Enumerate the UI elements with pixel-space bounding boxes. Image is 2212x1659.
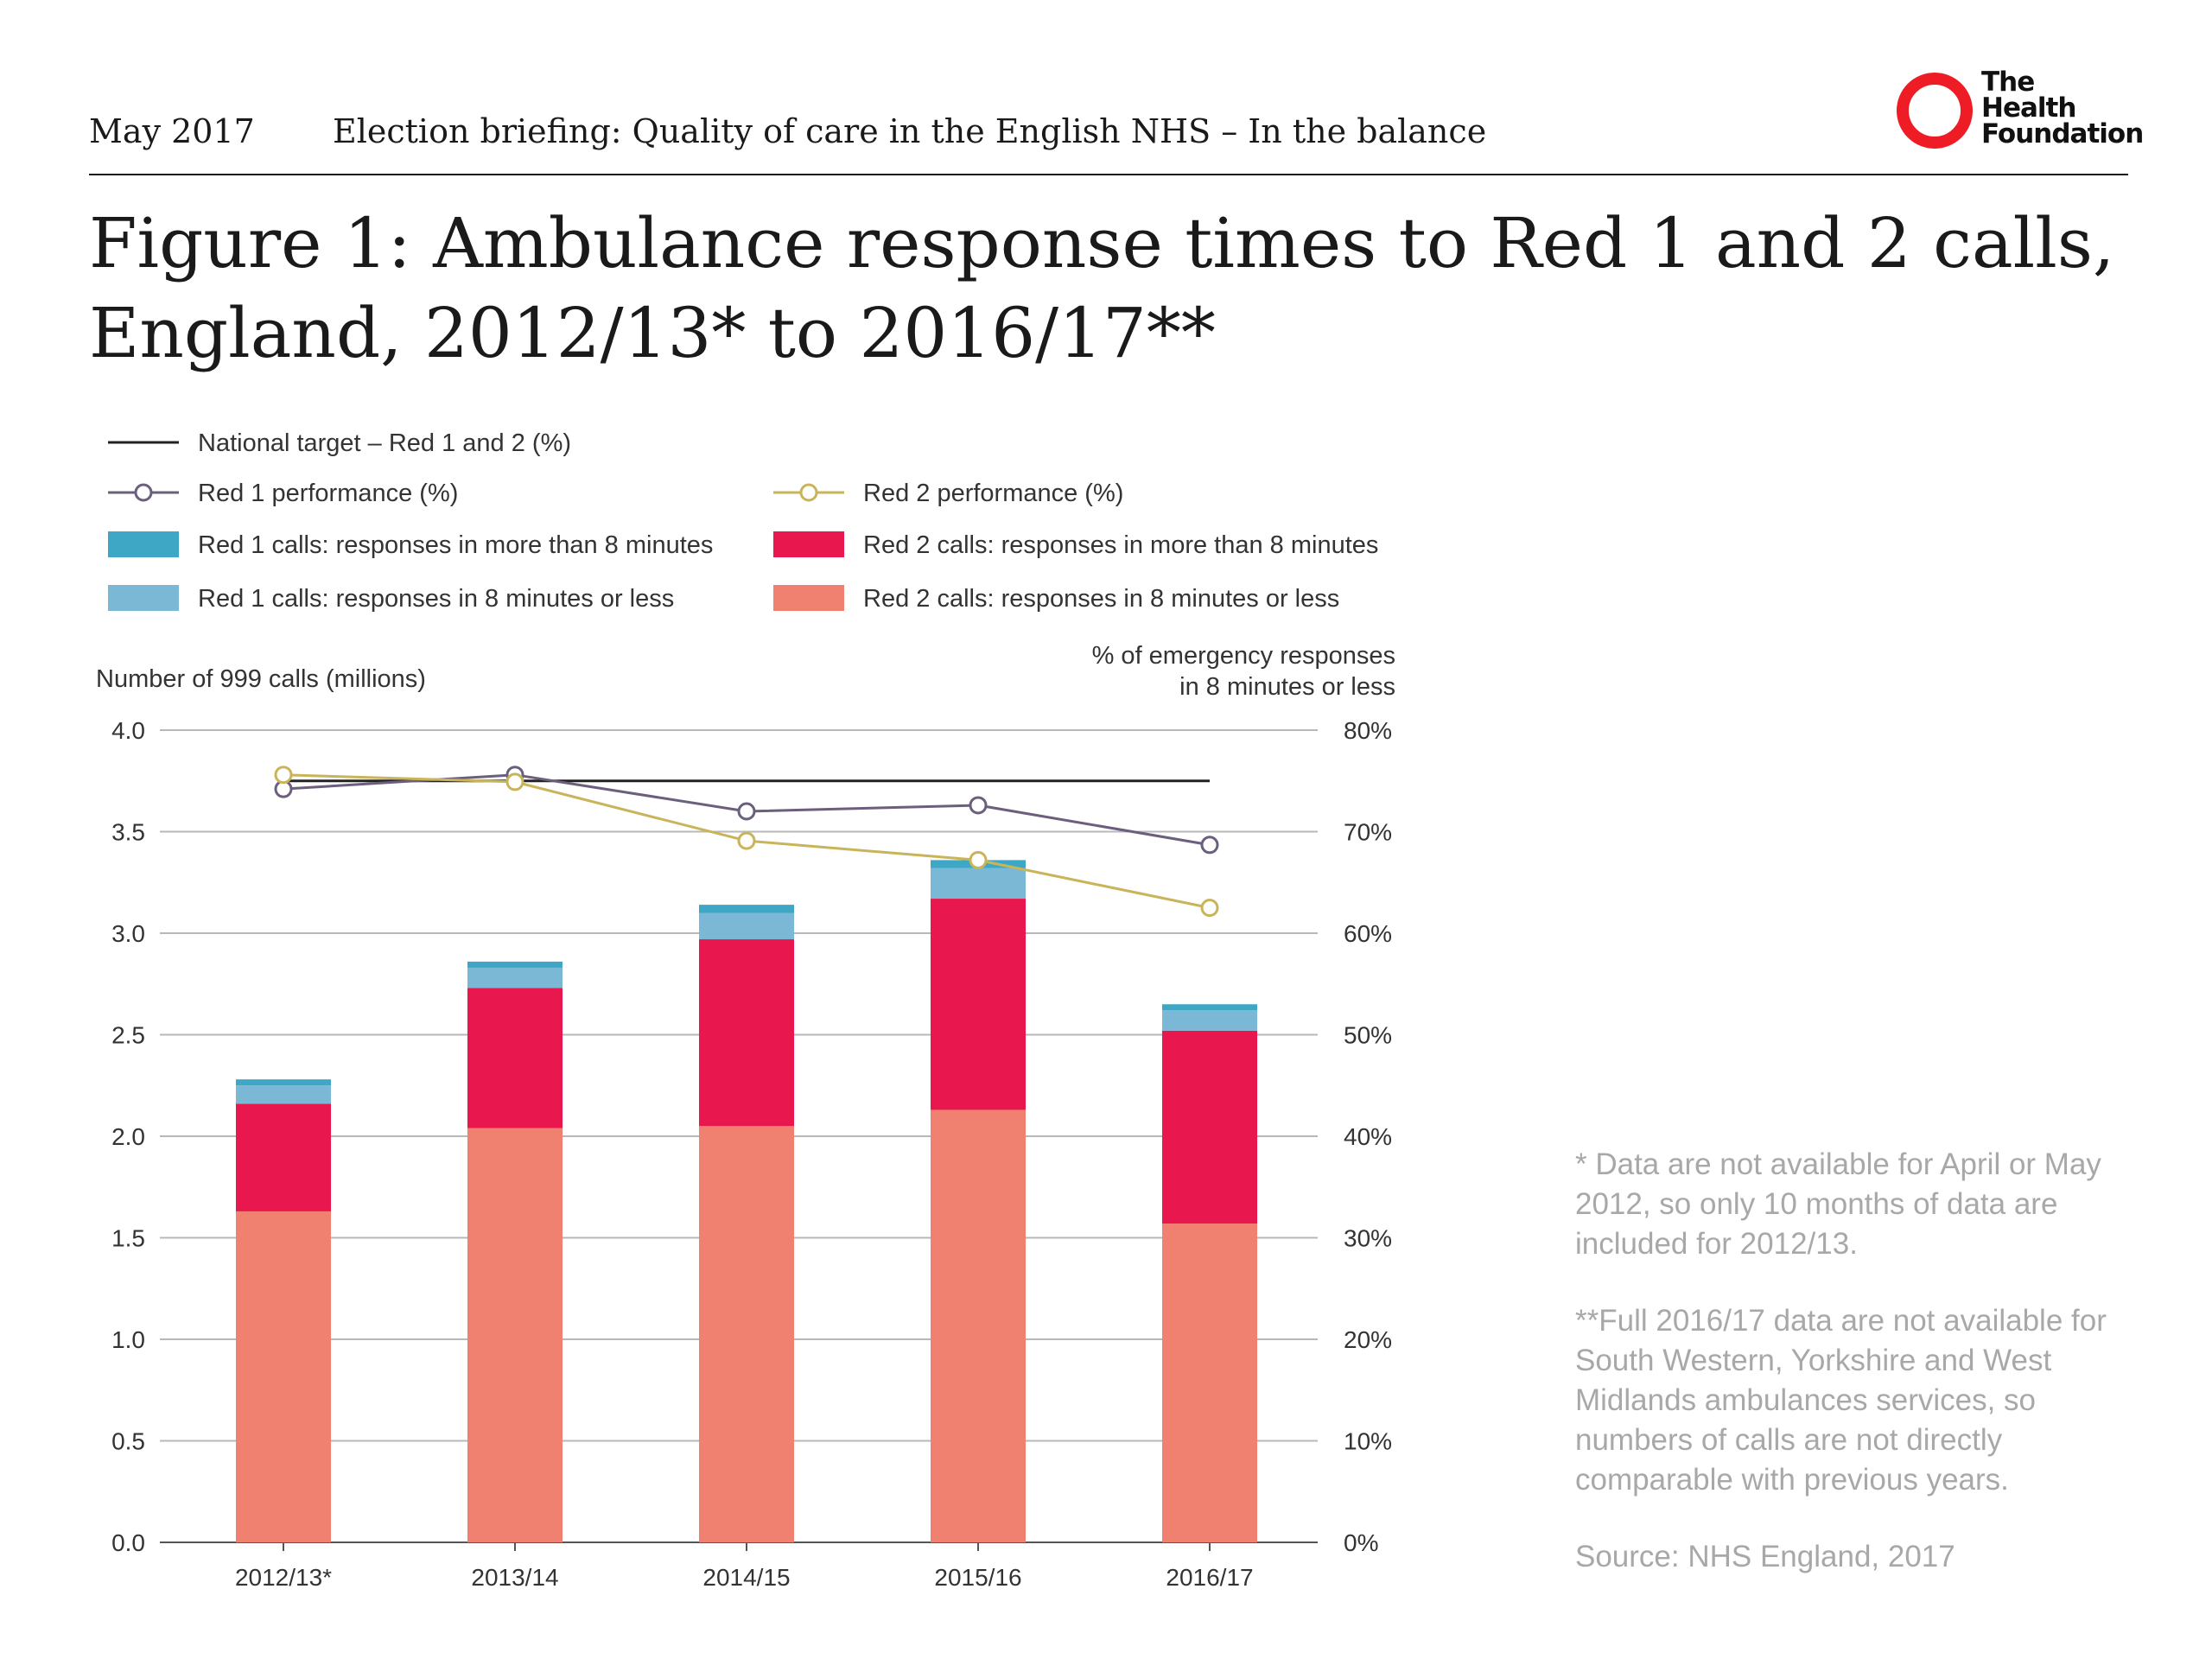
y-right-tick-label: 0% bbox=[1344, 1529, 1378, 1556]
line-point bbox=[274, 766, 293, 785]
chart-notes: * Data are not available for April or Ma… bbox=[1575, 1145, 2145, 1614]
figure-title-line-2: England, 2012/13* to 2016/17** bbox=[89, 293, 1216, 373]
x-tick-label: 2013/14 bbox=[471, 1564, 558, 1591]
y-left-tick-label: 0.5 bbox=[111, 1428, 145, 1455]
y-left-tick-label: 4.0 bbox=[111, 717, 145, 744]
y-left-tick-label: 2.5 bbox=[111, 1022, 145, 1049]
chart-lines bbox=[274, 766, 1219, 918]
bar-segment bbox=[467, 967, 563, 988]
bar-segment bbox=[236, 1079, 331, 1086]
y-left-tick-label: 3.5 bbox=[111, 819, 145, 846]
y-axis-left-title: Number of 999 calls (millions) bbox=[96, 665, 426, 693]
health-foundation-logo: The Health Foundation bbox=[1897, 67, 2144, 156]
legend-label: Red 1 performance (%) bbox=[198, 480, 458, 507]
line-point bbox=[737, 802, 756, 821]
y-right-tick-label: 50% bbox=[1344, 1022, 1392, 1049]
line-point bbox=[969, 850, 988, 869]
logo-line-3: Foundation bbox=[1981, 118, 2144, 149]
line-point bbox=[1200, 899, 1219, 918]
y-right-tick-label: 20% bbox=[1344, 1326, 1392, 1353]
line-point bbox=[969, 796, 988, 815]
bar-segment bbox=[699, 1126, 794, 1542]
legend-item: Red 2 performance (%) bbox=[773, 480, 1123, 507]
bar-segment bbox=[931, 1109, 1026, 1542]
y-right-tick-label: 70% bbox=[1344, 819, 1392, 846]
y-axis-right-title-line-2: in 8 minutes or less bbox=[1179, 673, 1395, 701]
y-right-tick-label: 10% bbox=[1344, 1428, 1392, 1455]
bar-segment bbox=[236, 1103, 331, 1211]
figure-title: Figure 1: Ambulance response times to Re… bbox=[89, 199, 2115, 378]
footnote-2016: **Full 2016/17 data are not available fo… bbox=[1575, 1304, 2107, 1497]
legend-label: Red 2 calls: responses in more than 8 mi… bbox=[863, 531, 1378, 559]
bar-segment bbox=[467, 961, 563, 968]
bar-segment bbox=[1162, 1010, 1257, 1031]
footnote-2012: * Data are not available for April or Ma… bbox=[1575, 1147, 2101, 1261]
legend-swatch bbox=[773, 531, 844, 557]
legend-swatch bbox=[773, 585, 844, 611]
logo-line-1: The bbox=[1981, 67, 2035, 98]
x-tick-label: 2016/17 bbox=[1166, 1564, 1253, 1591]
header: May 2017 Election briefing: Quality of c… bbox=[89, 104, 2128, 173]
legend-swatch bbox=[108, 585, 179, 611]
legend-label: Red 1 calls: responses in 8 minutes or l… bbox=[198, 585, 674, 613]
y-right-tick-label: 40% bbox=[1344, 1123, 1392, 1150]
bar-segment bbox=[699, 939, 794, 1127]
bar-segment bbox=[699, 905, 794, 913]
briefing-title: Election briefing: Quality of care in th… bbox=[333, 112, 1487, 150]
y-left-tick-label: 2.0 bbox=[111, 1123, 145, 1150]
bar-segment bbox=[931, 868, 1026, 899]
y-right-tick-label: 60% bbox=[1344, 920, 1392, 947]
line-point bbox=[505, 772, 524, 791]
y-left-tick-label: 0.0 bbox=[111, 1529, 145, 1556]
bar-segment bbox=[236, 1211, 331, 1542]
line-point bbox=[1200, 836, 1219, 855]
x-tick-label: 2012/13* bbox=[235, 1564, 332, 1591]
legend-item: Red 1 calls: responses in 8 minutes or l… bbox=[108, 585, 674, 613]
legend-label: Red 2 performance (%) bbox=[863, 480, 1123, 507]
legend-item: Red 2 calls: responses in 8 minutes or l… bbox=[773, 585, 1339, 613]
briefing-date: May 2017 bbox=[89, 112, 255, 150]
legend-item: Red 2 calls: responses in more than 8 mi… bbox=[773, 531, 1378, 559]
bar-segment bbox=[1162, 1030, 1257, 1224]
bar-segment bbox=[1162, 1224, 1257, 1542]
figure-title-line-1: Figure 1: Ambulance response times to Re… bbox=[89, 203, 2115, 283]
legend-marker bbox=[799, 483, 818, 502]
y-left-tick-label: 1.5 bbox=[111, 1225, 145, 1252]
y-right-tick-label: 80% bbox=[1344, 717, 1392, 744]
legend-swatch bbox=[108, 531, 179, 557]
legend-marker bbox=[134, 483, 153, 502]
x-tick-label: 2015/16 bbox=[934, 1564, 1021, 1591]
line-point bbox=[737, 831, 756, 850]
legend-item: National target – Red 1 and 2 (%) bbox=[108, 429, 571, 457]
legend-label: National target – Red 1 and 2 (%) bbox=[198, 429, 571, 457]
bar-segment bbox=[699, 912, 794, 940]
legend-label: Red 2 calls: responses in 8 minutes or l… bbox=[863, 585, 1339, 613]
bar-segment bbox=[931, 899, 1026, 1110]
y-left-tick-label: 1.0 bbox=[111, 1326, 145, 1353]
logo-wordmark: The Health Foundation bbox=[1981, 67, 2144, 149]
legend-item: Red 1 calls: responses in more than 8 mi… bbox=[108, 531, 713, 559]
bar-segment bbox=[236, 1085, 331, 1104]
bar-segment bbox=[467, 1128, 563, 1542]
logo-line-2: Health bbox=[1981, 92, 2076, 124]
y-axis-right-title-line-1: % of emergency responses bbox=[1092, 642, 1395, 670]
legend-item: Red 1 performance (%) bbox=[108, 480, 458, 507]
y-left-tick-label: 3.0 bbox=[111, 920, 145, 947]
bar-segment bbox=[467, 988, 563, 1128]
bar-segment bbox=[1162, 1004, 1257, 1011]
legend-label: Red 1 calls: responses in more than 8 mi… bbox=[198, 531, 713, 559]
x-tick-label: 2014/15 bbox=[702, 1564, 790, 1591]
chart-legend: National target – Red 1 and 2 (%) Red 1 p… bbox=[108, 429, 1378, 613]
source-note: Source: NHS England, 2017 bbox=[1575, 1540, 1955, 1573]
y-right-tick-label: 30% bbox=[1344, 1225, 1392, 1252]
header-divider bbox=[89, 174, 2128, 175]
